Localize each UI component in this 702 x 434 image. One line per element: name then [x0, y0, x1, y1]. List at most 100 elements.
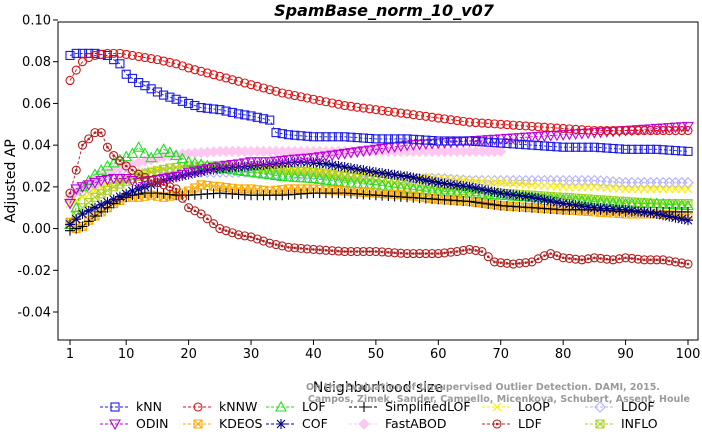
data-point-knn: [383, 134, 393, 144]
data-point-ldf: [396, 248, 406, 258]
data-point-odin: [363, 145, 376, 157]
data-point-ldf: [209, 219, 219, 229]
data-point-knn: [377, 134, 387, 144]
data-point-cof: [71, 214, 82, 225]
data-point-odin: [176, 169, 189, 181]
data-point-knnw: [596, 125, 606, 136]
data-point-knnw: [546, 123, 556, 133]
data-point-odin: [301, 153, 314, 165]
data-point-knn: [371, 134, 381, 144]
data-point-cof: [333, 161, 344, 171]
x-tick-label: 70: [492, 347, 509, 362]
data-point-knnw: [233, 76, 244, 86]
y-tick-label: -0.02: [17, 264, 51, 279]
data-point-odin: [557, 130, 570, 141]
data-point-ldf: [308, 244, 319, 254]
data-point-knn: [152, 87, 162, 97]
y-tick-label: 0.06: [22, 97, 51, 112]
data-point-knnw: [645, 125, 656, 136]
data-point-loop: [671, 184, 680, 194]
data-point-lof: [257, 167, 270, 179]
data-point-simplifiedlof: [152, 188, 163, 199]
data-point-knnw: [152, 55, 162, 65]
data-point-cof: [395, 170, 406, 181]
legend-item-odin: ODIN: [100, 416, 169, 431]
data-point-lof: [270, 169, 282, 181]
data-point-knn: [227, 107, 237, 118]
data-point-knn: [514, 139, 525, 149]
data-point-ldf: [333, 246, 343, 256]
data-point-knnw: [677, 125, 687, 136]
legend-label-fastabod: FastABOD: [385, 416, 447, 431]
data-point-knn: [496, 138, 506, 148]
data-point-knn: [196, 103, 206, 113]
data-point-knn: [396, 134, 406, 144]
series-line-knn: [69, 52, 689, 152]
data-point-ldf: [433, 249, 443, 259]
data-point-ldf: [552, 251, 562, 261]
legend-label-lof: LOF: [302, 399, 326, 414]
data-point-cof: [570, 200, 581, 211]
data-point-cof: [221, 163, 232, 174]
data-point-cof: [608, 203, 619, 214]
data-point-lof: [295, 171, 307, 183]
data-point-ldf: [502, 258, 512, 268]
data-point-ldf: [90, 128, 100, 138]
data-point-knn: [458, 136, 468, 146]
data-point-cof: [258, 159, 269, 170]
data-point-ldf: [621, 253, 631, 263]
data-point-knnw: [283, 89, 294, 99]
data-point-simplifiedlof: [83, 216, 94, 227]
data-point-knn: [614, 144, 624, 154]
data-point-lof: [163, 146, 176, 157]
data-point-knn: [471, 136, 481, 146]
data-point-odin: [245, 157, 257, 168]
data-point-knnw: [358, 103, 368, 113]
legend-marker-lof: [275, 400, 287, 412]
data-point-knn: [346, 132, 356, 142]
y-tick-label: 0.00: [22, 222, 51, 237]
data-point-cof: [526, 192, 537, 203]
data-point-knnw: [190, 65, 200, 75]
data-point-knnw: [140, 52, 150, 63]
data-point-odin: [338, 148, 351, 160]
data-point-simplifiedlof: [489, 199, 500, 210]
data-point-knnw: [96, 49, 106, 59]
data-point-knn: [65, 50, 75, 61]
data-point-ldf: [327, 246, 337, 256]
legend-marker-cof: [276, 419, 286, 429]
data-point-loop: [571, 182, 581, 192]
data-point-knnw: [433, 113, 443, 123]
data-point-knn: [258, 114, 269, 124]
data-point-ldf: [627, 253, 637, 264]
chart-title: SpamBase_norm_10_v07: [274, 1, 495, 20]
data-point-cof: [352, 164, 363, 175]
legend-item-loop: LoOP: [482, 399, 550, 414]
data-point-knn: [171, 94, 181, 104]
data-point-knn: [209, 104, 219, 114]
legend-marker-simplifiedlof: [359, 402, 369, 412]
data-point-ldf: [146, 176, 156, 186]
data-point-odin: [538, 131, 551, 143]
data-point-ldf: [321, 245, 331, 255]
data-point-knnw: [215, 71, 225, 81]
data-point-lof: [282, 170, 295, 182]
y-tick-label: 0.02: [22, 180, 51, 195]
data-point-ldf: [677, 258, 687, 268]
legend-marker-inflo: [595, 419, 605, 429]
data-point-knn: [664, 145, 674, 155]
data-point-knn: [483, 137, 493, 147]
data-point-loop: [627, 184, 637, 194]
data-point-knnw: [446, 115, 456, 125]
data-point-knn: [159, 90, 169, 100]
data-point-lof: [251, 166, 264, 178]
data-point-knn: [240, 110, 250, 120]
x-axis-label: Neighborhood size: [313, 380, 443, 396]
data-point-knnw: [508, 120, 518, 130]
data-point-odin: [369, 144, 382, 156]
data-point-odin: [532, 131, 545, 143]
data-point-knnw: [202, 68, 212, 78]
data-point-ldf: [152, 178, 162, 188]
data-point-ldf: [258, 236, 269, 246]
data-point-lof: [388, 181, 401, 192]
